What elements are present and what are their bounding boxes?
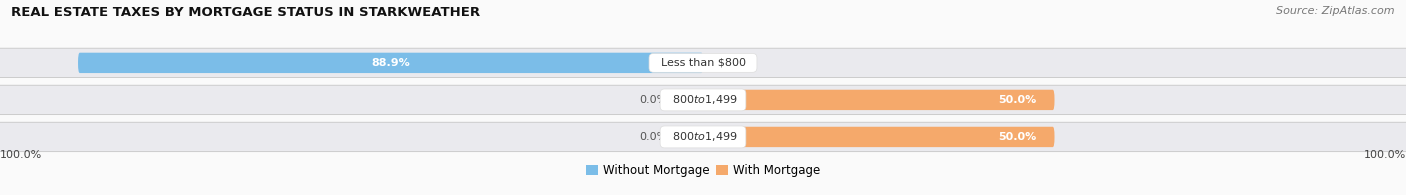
Text: Less than $800: Less than $800 <box>654 58 752 68</box>
Text: 100.0%: 100.0% <box>0 150 42 160</box>
FancyBboxPatch shape <box>678 127 703 147</box>
FancyBboxPatch shape <box>77 53 703 73</box>
Legend: Without Mortgage, With Mortgage: Without Mortgage, With Mortgage <box>581 159 825 182</box>
Text: Source: ZipAtlas.com: Source: ZipAtlas.com <box>1277 6 1395 16</box>
Text: 88.9%: 88.9% <box>371 58 411 68</box>
Text: 0.0%: 0.0% <box>713 58 742 68</box>
FancyBboxPatch shape <box>0 122 1406 152</box>
FancyBboxPatch shape <box>0 48 1406 77</box>
FancyBboxPatch shape <box>0 85 1406 114</box>
Text: $800 to $1,499: $800 to $1,499 <box>665 130 741 144</box>
Text: 0.0%: 0.0% <box>640 95 668 105</box>
Text: 100.0%: 100.0% <box>1364 150 1406 160</box>
FancyBboxPatch shape <box>703 90 1054 110</box>
Text: 50.0%: 50.0% <box>998 95 1038 105</box>
Text: 0.0%: 0.0% <box>640 132 668 142</box>
Text: $800 to $1,499: $800 to $1,499 <box>665 93 741 106</box>
Text: REAL ESTATE TAXES BY MORTGAGE STATUS IN STARKWEATHER: REAL ESTATE TAXES BY MORTGAGE STATUS IN … <box>11 6 481 19</box>
Text: 50.0%: 50.0% <box>998 132 1038 142</box>
FancyBboxPatch shape <box>703 127 1054 147</box>
FancyBboxPatch shape <box>678 90 703 110</box>
